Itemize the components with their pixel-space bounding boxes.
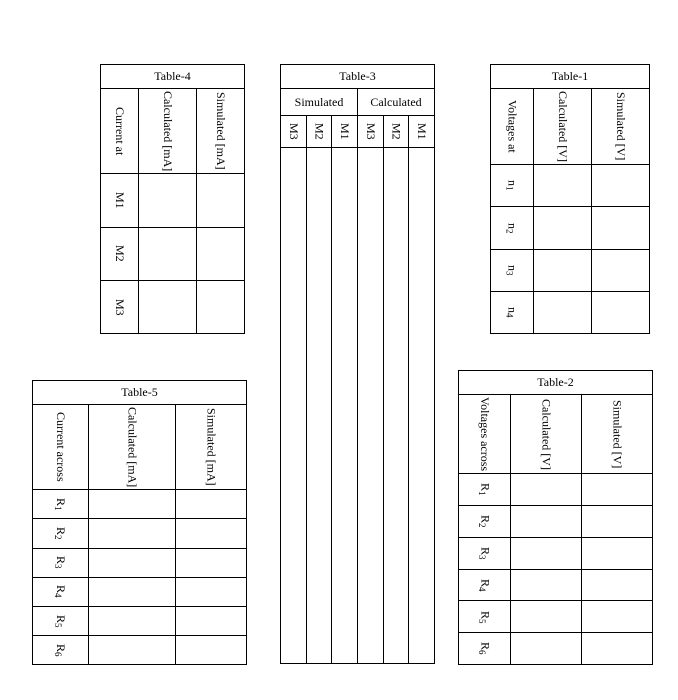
table-4-title: Table-4 [101,65,244,89]
table-1-header-c1: Calculated [V] [533,89,591,164]
table-2-row-1: R2 [459,506,510,537]
table-cell [138,281,196,333]
table-2-header-c0: Voltages across [459,395,510,473]
table-5-header-c2: Simulated [mA] [175,405,246,489]
table-1-body: Voltages at Calculated [V] Simulated [V]… [491,89,649,333]
table-5-row-1: R2 [33,519,88,547]
table-4-header-c0: Current at [101,89,138,173]
table-3-sub-0: M3 [281,116,306,147]
table-cell [88,519,175,547]
table-1-title: Table-1 [491,65,649,89]
table-cell [138,228,196,280]
table-2-row-5: R6 [459,633,510,664]
table-cell [591,207,649,248]
table-3: Table-3 Simulated Calculated M3 M2 M1 M3… [280,64,435,664]
table-4-body: Current at Calculated [mA] Simulated [mA… [101,89,244,333]
table-2: Table-2 Voltages across Calculated [V] S… [458,370,653,665]
table-cell [510,570,581,601]
table-4-header-c1: Calculated [mA] [138,89,196,173]
table-cell [591,250,649,291]
table-cell [138,174,196,226]
table-cell [581,570,652,601]
table-cell [331,148,357,663]
table-cell [306,148,332,663]
table-3-title: Table-3 [281,65,434,89]
table-4-row-2: M3 [101,281,138,333]
table-cell [88,607,175,635]
table-cell [196,228,244,280]
table-4-row-0: M1 [101,174,138,226]
table-cell [281,148,306,663]
table-3-sub-3: M3 [357,116,383,147]
table-3-group-calculated: Calculated [357,89,434,115]
table-cell [533,250,591,291]
table-5-row-2: R3 [33,549,88,577]
table-cell [175,490,246,518]
table-cell [581,601,652,632]
table-3-sub-2: M1 [331,116,357,147]
table-5-body: Current across Calculated [mA] Simulated… [33,405,246,664]
table-cell [88,549,175,577]
table-3-sub-4: M2 [383,116,409,147]
table-2-body: Voltages across Calculated [V] Simulated… [459,395,652,664]
table-cell [581,474,652,505]
table-cell [581,633,652,664]
table-cell [175,578,246,606]
table-5-title: Table-5 [33,381,246,405]
table-1-row-0: n1 [491,165,533,206]
table-5-row-3: R4 [33,578,88,606]
table-2-row-2: R3 [459,538,510,569]
table-cell [510,601,581,632]
table-4-row-1: M2 [101,228,138,280]
table-cell [581,538,652,569]
table-cell [510,633,581,664]
table-cell [196,281,244,333]
table-2-title: Table-2 [459,371,652,395]
table-5-row-0: R1 [33,490,88,518]
table-1-row-2: n3 [491,250,533,291]
table-1-row-3: n4 [491,292,533,333]
table-2-header-c2: Simulated [V] [581,395,652,473]
table-cell [175,636,246,664]
table-cell [581,506,652,537]
table-cell [175,607,246,635]
table-cell [88,578,175,606]
table-cell [591,165,649,206]
table-2-header-c1: Calculated [V] [510,395,581,473]
table-5-row-4: R5 [33,607,88,635]
table-cell [175,519,246,547]
table-5-header-c0: Current across [33,405,88,489]
table-4-header-c2: Simulated [mA] [196,89,244,173]
table-cell [196,174,244,226]
table-3-sub-5: M1 [408,116,434,147]
table-cell [408,148,434,663]
table-cell [510,506,581,537]
table-cell [510,474,581,505]
table-2-row-3: R4 [459,570,510,601]
table-cell [357,148,383,663]
table-cell [591,292,649,333]
table-cell [383,148,409,663]
table-4: Table-4 Current at Calculated [mA] Simul… [100,64,245,334]
table-5: Table-5 Current across Calculated [mA] S… [32,380,247,665]
table-cell [510,538,581,569]
table-2-row-4: R5 [459,601,510,632]
table-1: Table-1 Voltages at Calculated [V] Simul… [490,64,650,334]
table-cell [533,165,591,206]
table-cell [533,292,591,333]
table-1-row-1: n2 [491,207,533,248]
table-3-sub-1: M2 [306,116,332,147]
table-cell [533,207,591,248]
table-2-row-0: R1 [459,474,510,505]
table-cell [88,490,175,518]
table-3-body: Simulated Calculated M3 M2 M1 M3 M2 M1 [281,89,434,663]
table-1-header-c2: Simulated [V] [591,89,649,164]
table-cell [175,549,246,577]
table-5-row-5: R6 [33,636,88,664]
table-3-group-simulated: Simulated [281,89,357,115]
table-1-header-c0: Voltages at [491,89,533,164]
table-5-header-c1: Calculated [mA] [88,405,175,489]
table-cell [88,636,175,664]
